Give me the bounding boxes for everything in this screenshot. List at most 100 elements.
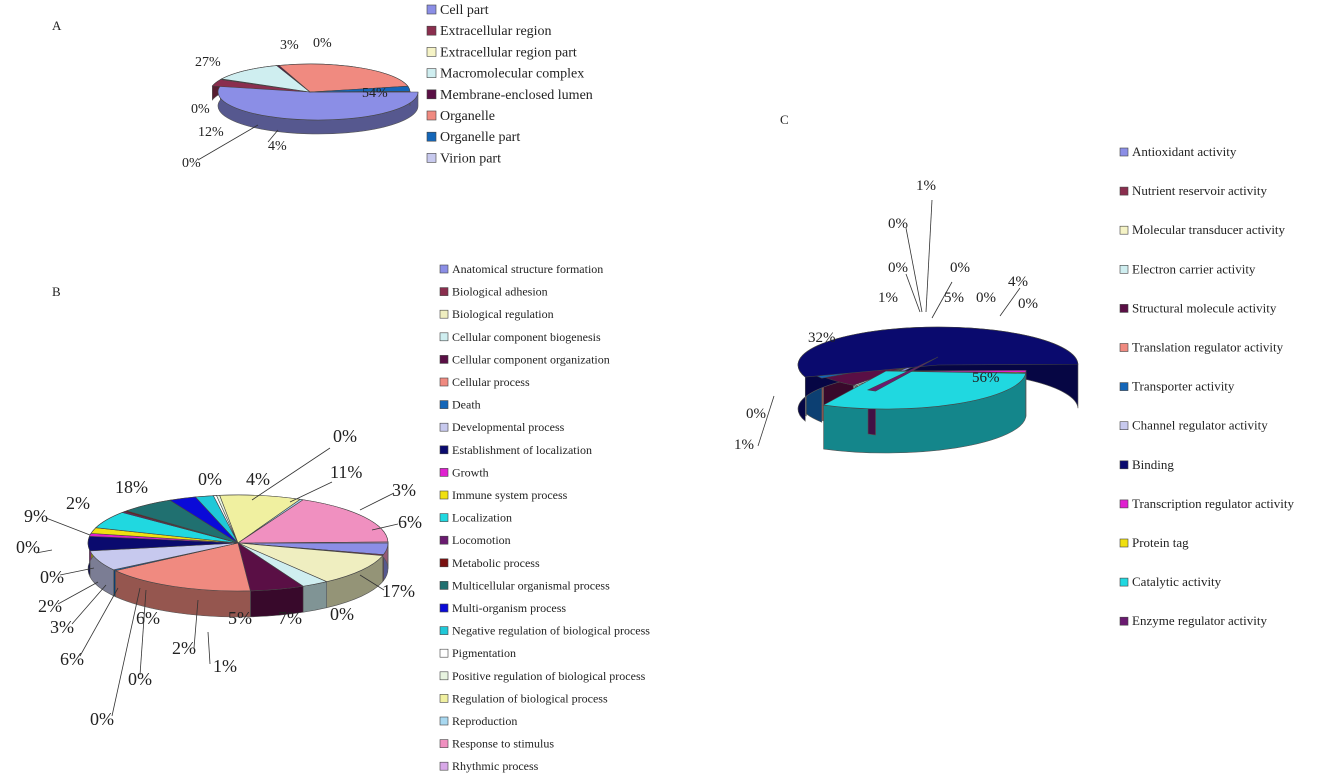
legend-swatch (439, 490, 449, 500)
legend-entry: Structural molecule activity (1132, 300, 1277, 315)
data-label: 0% (333, 426, 357, 446)
legend-swatch (1119, 343, 1129, 352)
legend-entry: Cell part (440, 3, 489, 18)
leader-line (757, 395, 775, 447)
leader-line (45, 517, 91, 536)
legend-entry: Electron carrier activity (1132, 261, 1256, 276)
legend-entry: Catalytic activity (1132, 574, 1222, 589)
data-label: 0% (330, 604, 354, 624)
legend-entry: Membrane-enclosed lumen (440, 88, 593, 103)
legend-swatch (1119, 264, 1129, 274)
data-label: 11% (330, 462, 362, 482)
legend-swatch (439, 513, 449, 522)
data-label: 0% (950, 260, 970, 276)
leader-line (289, 481, 333, 503)
legend-swatch (1119, 616, 1129, 626)
legend-entry: Organelle (440, 109, 495, 124)
leader-line (35, 549, 53, 554)
panel-b: B4%0%11%3%6%17%0%7%5%1%2%6%0%0%6%3%2%0%0… (16, 262, 650, 773)
pie-slices (87, 494, 389, 618)
data-label: 27% (195, 55, 221, 70)
data-label: 12% (198, 125, 224, 140)
data-label: 0% (90, 709, 114, 729)
leader-line (931, 281, 953, 319)
legend-swatch (439, 445, 449, 455)
leader-line (111, 587, 141, 717)
data-label: 0% (1018, 296, 1038, 312)
legend-entry: Reproduction (452, 714, 517, 728)
legend: Anatomical structure formation Biological… (439, 262, 650, 773)
legend-swatch (426, 25, 437, 36)
legend-swatch (439, 332, 449, 342)
legend-entry: Extracellular region part (440, 45, 577, 60)
legend-entry: Positive regulation of biological proces… (452, 669, 646, 683)
pie-slice (236, 499, 389, 544)
data-label: 3% (280, 38, 299, 53)
legend-swatch (426, 4, 437, 15)
legend-entry: Organelle part (440, 130, 520, 145)
legend-swatch (439, 716, 449, 726)
legend-swatch (426, 131, 437, 142)
pie-slice (278, 63, 409, 93)
legend-swatch (1119, 147, 1129, 157)
legend-swatch (439, 355, 449, 364)
leader-line (79, 587, 119, 657)
data-label: 1% (734, 437, 754, 453)
legend-entry: Virion part (440, 151, 501, 166)
legend-entry: Negative regulation of biological proces… (452, 624, 650, 638)
data-label: 6% (60, 649, 84, 669)
legend-swatch (439, 468, 449, 477)
leader-line (197, 124, 259, 161)
legend-entry: Pigmentation (452, 646, 516, 660)
data-label: 0% (40, 567, 64, 587)
legend-swatch (1119, 460, 1129, 470)
pie-slices (797, 326, 1079, 454)
legend-swatch (1119, 186, 1129, 196)
legend-entry: Cellular component organization (452, 352, 610, 366)
pie-slice (797, 326, 1079, 378)
data-label: 32% (808, 330, 836, 346)
legend-entry: Death (452, 398, 481, 412)
legend-swatch (1119, 538, 1129, 548)
leader-line (267, 129, 279, 143)
legend-entry: Channel regulator activity (1132, 418, 1268, 433)
data-label: 0% (746, 406, 766, 422)
data-label: 5% (228, 608, 252, 628)
panel-label: B (52, 284, 61, 299)
data-label: 2% (38, 596, 62, 616)
legend-entry: Molecular transducer activity (1132, 222, 1286, 237)
legend-swatch (439, 422, 449, 432)
legend-swatch (439, 400, 449, 409)
data-label: 4% (1008, 274, 1028, 290)
legend-entry: Establishment of localization (452, 443, 592, 457)
leader-line (57, 581, 99, 605)
legend-swatch (439, 694, 449, 703)
legend-swatch (439, 626, 449, 635)
leader-line (139, 589, 147, 676)
legend-entry: Cellular component biogenesis (452, 330, 601, 344)
data-label: 9% (24, 506, 48, 526)
leader-line (359, 574, 385, 591)
pie-slice (217, 85, 419, 121)
pie-slice-side (302, 581, 327, 613)
leader-line (925, 199, 933, 313)
legend-swatch (1119, 499, 1129, 509)
pie-slice (822, 370, 1027, 410)
legend-swatch (426, 110, 437, 121)
data-label: 54% (362, 86, 388, 101)
data-label: 4% (268, 139, 287, 154)
legend-entry: Transcription regulator activity (1132, 496, 1294, 511)
legend-entry: Enzyme regulator activity (1132, 613, 1268, 628)
legend-entry: Growth (452, 465, 489, 479)
legend-entry: Nutrient reservoir activity (1132, 183, 1268, 198)
legend-swatch (439, 377, 449, 387)
legend-entry: Extracellular region (440, 24, 552, 39)
pie-slice (237, 542, 384, 583)
legend-swatch (1119, 382, 1129, 391)
pie-slice (309, 91, 411, 93)
data-label: 17% (382, 581, 415, 601)
data-label: 1% (916, 178, 936, 194)
legend-entry: Cellular process (452, 375, 530, 389)
legend-swatch (439, 558, 449, 568)
